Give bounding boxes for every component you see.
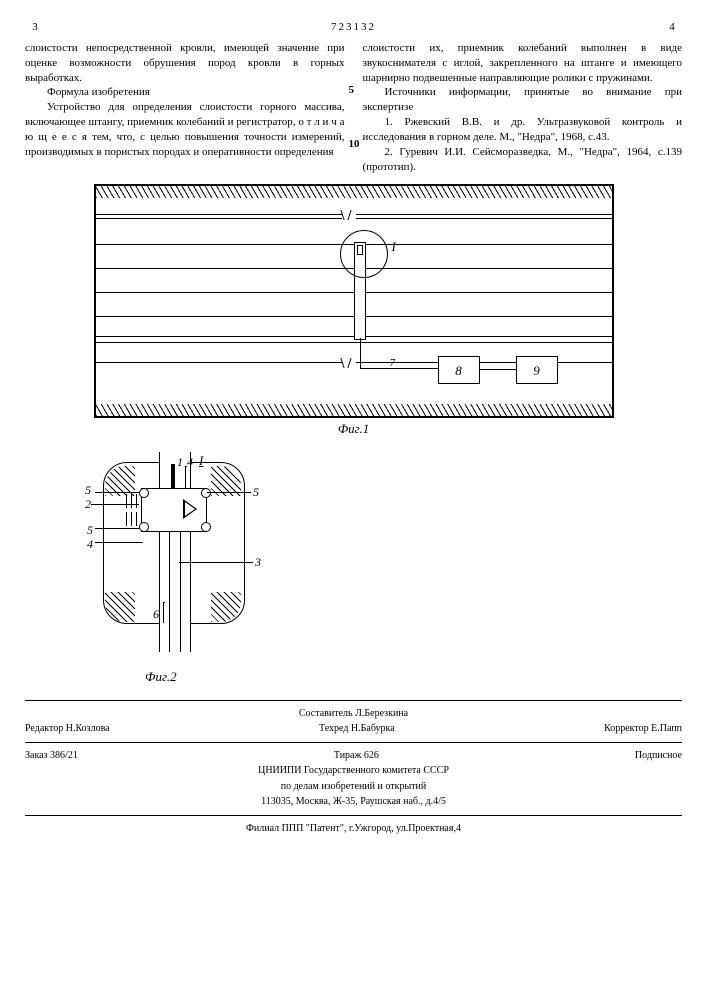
figure-2-caption: Фиг.2: [145, 668, 682, 686]
body-columns: слоистости непосредственной кровли, имею…: [25, 41, 682, 175]
label-3: 3: [255, 554, 261, 570]
label-6: 6: [153, 606, 159, 622]
credits-row: Редактор Н.Козлова Техред Н.Бабурка Корр…: [25, 722, 682, 736]
figure-2-drawing: 1 2 5 5 4 4 5 3 6: [85, 452, 265, 662]
label-1: 1: [177, 454, 183, 470]
detail-circle: [340, 230, 388, 278]
document-number: 723132: [45, 20, 662, 35]
block-9: 9: [516, 356, 558, 384]
roller-icon: [139, 488, 149, 498]
divider: [25, 700, 682, 701]
block-8: 8: [438, 356, 480, 384]
org-line-2: по делам изобретений и открытий: [25, 780, 682, 794]
line-number-5: 5: [349, 83, 355, 98]
label-2: 2: [85, 496, 91, 512]
left-p1: слоистости непосредственной кровли, имею…: [25, 41, 345, 86]
filial-line: Филиал ППП "Патент", г.Ужгород, ул.Проек…: [25, 822, 682, 836]
left-column: слоистости непосредственной кровли, имею…: [25, 41, 345, 175]
right-p2: Источники информации, принятые во вниман…: [363, 85, 683, 115]
left-p3: Устройство для определения слоистости го…: [25, 100, 345, 159]
hatch-top: [96, 186, 612, 198]
label-5a: 5: [85, 482, 91, 498]
page-num-right: 4: [662, 20, 682, 35]
label-4: 4: [187, 454, 193, 470]
roller-icon: [201, 488, 211, 498]
composer-row: Составитель Л.Березкина: [25, 707, 682, 721]
figure-2: I 1 2 5 5 4 4 5 3 6: [85, 452, 275, 662]
order-row: Заказ 386/21 Тираж 626 Подписное: [25, 749, 682, 763]
page-header: 3 723132 4: [25, 20, 682, 35]
hatch-bottom: [96, 404, 612, 416]
figure-1-caption: Фиг.1: [25, 420, 682, 438]
page-num-left: 3: [25, 20, 45, 35]
triangle-icon: [183, 499, 197, 519]
right-column: 5 10 слоистости их, приемник колебаний в…: [363, 41, 683, 175]
label-5c: 5: [253, 484, 259, 500]
label-I: I: [392, 238, 396, 256]
wire-label-7: 7: [390, 356, 396, 371]
right-p1: слоистости их, приемник колебаний выполн…: [363, 41, 683, 86]
org-line-1: ЦНИИПИ Государственного комитета СССР: [25, 764, 682, 778]
roller-icon: [201, 522, 211, 532]
right-p3: 1. Ржевский В.В. и др. Ультразвуковой ко…: [363, 115, 683, 145]
roller-icon: [139, 522, 149, 532]
figure-1: I 7 8 9: [94, 184, 614, 418]
figure-1-drawing: I 7 8 9: [94, 184, 614, 418]
line-number-10: 10: [349, 137, 360, 152]
label-4b: 4: [87, 536, 93, 552]
rod: [169, 512, 181, 652]
pickup-head: [141, 488, 207, 532]
address-line: 113035, Москва, Ж-35, Раушская наб., д.4…: [25, 795, 682, 809]
formula-heading: Формула изобретения: [25, 85, 345, 100]
right-p4: 2. Гуревич И.И. Сейсморазведка, М., "Нед…: [363, 145, 683, 175]
divider: [25, 742, 682, 743]
divider: [25, 815, 682, 816]
